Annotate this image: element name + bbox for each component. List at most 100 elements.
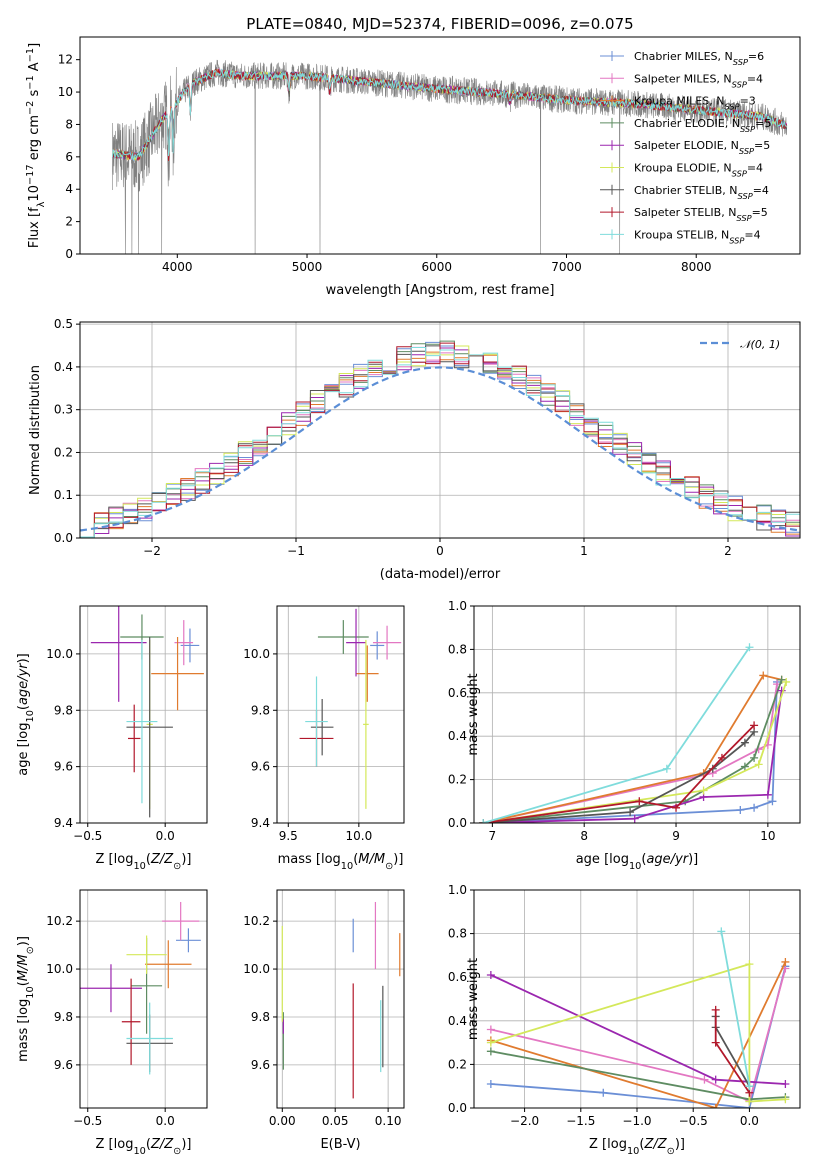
weight-marker — [781, 957, 790, 966]
tick-label-x: −0.5 — [73, 829, 102, 843]
tick-label-y: 4 — [65, 182, 73, 196]
weights_vs_age-plot — [479, 643, 791, 823]
tick-label-x: 8000 — [681, 260, 712, 274]
tick-label-x: −0.5 — [73, 1114, 102, 1128]
legend-label-part: SSP — [740, 124, 755, 134]
legend-label-part: SSP — [732, 169, 747, 179]
legend-label: Chabrier STELIB, NSSP=4 — [634, 184, 769, 201]
weight-line — [483, 674, 782, 823]
x-axis-label: Z [log10(Z/Z⊙)] — [96, 852, 192, 872]
legend-label-part: SSP — [724, 102, 739, 112]
tick-label-y: 0.4 — [448, 729, 467, 743]
tick-label-y: 0.4 — [448, 1014, 467, 1028]
x-axis-label: E(B-V) — [320, 1137, 360, 1152]
weights_vs_Z-frame — [473, 889, 801, 1109]
x-axis-label-part: 10 — [133, 861, 145, 872]
weight-marker — [740, 762, 749, 771]
residual-histogram — [80, 347, 800, 538]
legend-label-part: =5 — [755, 117, 771, 130]
legend-label-part: =4 — [744, 228, 760, 241]
tick-label-y: 9.8 — [54, 703, 73, 717]
y-axis-label-part: s — [27, 89, 42, 100]
y-axis-label-part: ( — [16, 705, 31, 710]
tick-label-y: 1.0 — [448, 599, 467, 613]
mass_vs_EBV-frame — [276, 889, 405, 1109]
weight-marker — [486, 971, 495, 980]
legend-label-part: SSP — [732, 79, 747, 89]
tick-label-x: 9.5 — [279, 829, 298, 843]
weight-marker — [599, 1088, 608, 1097]
weight-marker — [781, 1095, 790, 1104]
tick-label-y: 0.8 — [448, 927, 467, 941]
y-axis-label-part: A — [27, 62, 42, 75]
weight-marker — [745, 960, 754, 969]
tick-label-y: 10.2 — [243, 914, 270, 928]
tick-label-x: 0.00 — [269, 1114, 296, 1128]
tick-label-x: −1 — [287, 544, 305, 558]
weight-marker — [777, 675, 786, 684]
x-axis-label-part: Z [log — [96, 852, 134, 867]
tick-label-y: 8 — [65, 117, 73, 131]
legend-label-part: =4 — [747, 162, 763, 175]
tick-label-x: 4000 — [162, 260, 193, 274]
legend-label: Kroupa MILES, NSSP=3 — [634, 95, 756, 112]
age_vs_Z-axes: −0.5 0.0 9.4 9.6 9.8 10.0 — [46, 606, 207, 843]
residuals-plot — [80, 340, 800, 538]
weight-marker — [626, 808, 635, 817]
tick-label-y: 0.3 — [54, 403, 73, 417]
legend-label: Chabrier ELODIE, NSSP=5 — [634, 117, 771, 134]
model-spectrum-line — [111, 68, 787, 162]
x-axis-label-part: Z [log — [589, 1137, 627, 1152]
spectrum-axes: 4000 5000 6000 7000 8000 0 2 4 6 8 10 12 — [58, 53, 712, 274]
x-axis-label-part: M/M — [358, 852, 385, 867]
weight-line — [720, 931, 751, 1087]
tick-label-x: 5000 — [292, 260, 323, 274]
weights_vs_Z-axes: −2.0 −1.5 −1.0 −0.5 0.0 0.0 0.2 0.4 0.6 0.8 1.0 — [448, 883, 800, 1128]
tick-label-y: 0.4 — [54, 360, 73, 374]
legend-label-part: =5 — [754, 139, 770, 152]
x-axis-label-part: ( — [146, 1137, 151, 1152]
weight-marker — [486, 1080, 495, 1089]
weight-line — [490, 974, 786, 1085]
tick-label-y: 0.8 — [448, 642, 467, 656]
tick-label-y: 0.0 — [448, 1101, 467, 1115]
weight-marker — [630, 814, 639, 823]
legend-label: Kroupa STELIB, NSSP=4 — [634, 228, 761, 245]
legend-label: Salpeter STELIB, NSSP=5 — [634, 206, 768, 223]
residuals-frame — [79, 321, 801, 539]
x-axis-label-part: ( — [641, 852, 646, 867]
y-axis-label: Flux [fλ10−17 erg cm−2 s−1 A−1] — [25, 43, 47, 248]
tick-label-y: 9.4 — [251, 816, 270, 830]
tick-label-x: 2 — [724, 544, 732, 558]
tick-label-y: 0.0 — [448, 816, 467, 830]
tick-label-y: 2 — [65, 215, 73, 229]
tick-label-y: 0.6 — [448, 686, 467, 700]
y-axis-label-part: ( — [16, 981, 31, 986]
y-axis-label-part: −17 — [25, 164, 36, 185]
tick-label-y: 9.6 — [54, 760, 73, 774]
tick-label-y: 0.6 — [448, 970, 467, 984]
mass_vs_Z-frame — [79, 889, 208, 1109]
age_vs_mass-frame — [276, 605, 405, 824]
legend-label-part: Salpeter ELODIE, N — [634, 139, 739, 152]
weight-marker — [711, 1075, 720, 1084]
weight-marker — [768, 797, 777, 806]
weight-marker — [717, 753, 726, 762]
weight-marker — [782, 677, 791, 686]
tick-label-x: 7000 — [551, 260, 582, 274]
tick-label-y: 0.2 — [54, 445, 73, 459]
weight-marker — [486, 1038, 495, 1047]
mass_vs_EBV-axes: 0.00 0.05 0.10 9.6 9.8 10.0 10.2 — [243, 890, 404, 1128]
legend-label-part: =3 — [740, 95, 756, 108]
residuals-axes: −2 −1 0 1 2 0.0 0.1 0.2 0.3 0.4 0.5 — [54, 317, 800, 558]
weight-marker — [745, 643, 754, 652]
x-axis-label: (data-model)/error — [380, 567, 501, 582]
weight-marker — [486, 1025, 495, 1034]
legend-label: Salpeter ELODIE, NSSP=5 — [634, 139, 770, 156]
model-spectrum-line — [111, 68, 787, 161]
y-axis-label: age [log10(age/yr)] — [16, 653, 36, 776]
legend-label-part: SSP — [736, 213, 751, 223]
tick-label-x: 0.0 — [156, 829, 175, 843]
tick-label-y: 9.4 — [54, 816, 73, 830]
x-axis-label-part: ( — [146, 852, 151, 867]
